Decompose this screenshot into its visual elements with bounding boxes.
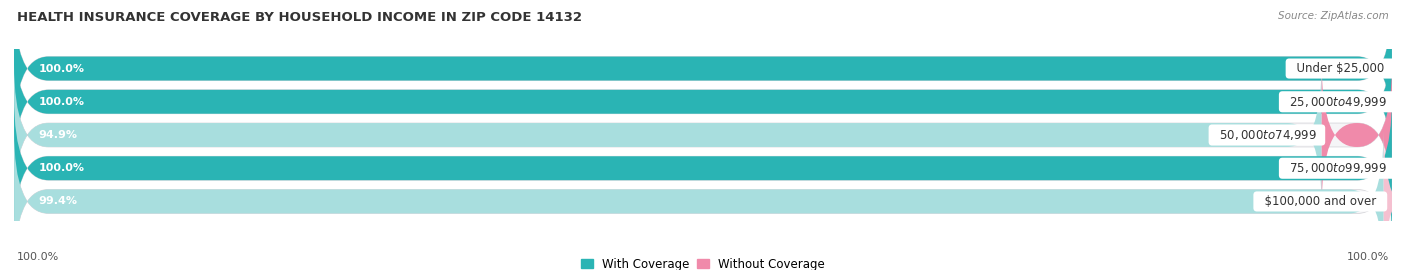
Text: 100.0%: 100.0% [39,163,84,173]
FancyBboxPatch shape [1384,130,1406,270]
FancyBboxPatch shape [1392,0,1406,140]
FancyBboxPatch shape [14,130,1392,270]
FancyBboxPatch shape [14,97,1392,239]
FancyBboxPatch shape [1392,31,1406,173]
Text: HEALTH INSURANCE COVERAGE BY HOUSEHOLD INCOME IN ZIP CODE 14132: HEALTH INSURANCE COVERAGE BY HOUSEHOLD I… [17,11,582,24]
FancyBboxPatch shape [14,64,1322,206]
Legend: With Coverage, Without Coverage: With Coverage, Without Coverage [581,258,825,270]
Text: 100.0%: 100.0% [1347,252,1389,262]
FancyBboxPatch shape [14,31,1392,173]
Text: $75,000 to $99,999: $75,000 to $99,999 [1282,161,1392,175]
FancyBboxPatch shape [1322,64,1392,206]
Text: Under $25,000: Under $25,000 [1289,62,1392,75]
Text: 100.0%: 100.0% [39,97,84,107]
FancyBboxPatch shape [1392,97,1406,239]
FancyBboxPatch shape [14,130,1384,270]
FancyBboxPatch shape [14,97,1392,239]
Text: 100.0%: 100.0% [17,252,59,262]
Text: Source: ZipAtlas.com: Source: ZipAtlas.com [1278,11,1389,21]
Text: 99.4%: 99.4% [39,197,77,207]
Text: 94.9%: 94.9% [39,130,77,140]
Text: $50,000 to $74,999: $50,000 to $74,999 [1212,128,1322,142]
Text: $25,000 to $49,999: $25,000 to $49,999 [1282,95,1392,109]
FancyBboxPatch shape [14,0,1392,140]
FancyBboxPatch shape [14,0,1392,140]
FancyBboxPatch shape [14,64,1392,206]
Text: 100.0%: 100.0% [39,63,84,73]
FancyBboxPatch shape [14,31,1392,173]
Text: $100,000 and over: $100,000 and over [1257,195,1384,208]
